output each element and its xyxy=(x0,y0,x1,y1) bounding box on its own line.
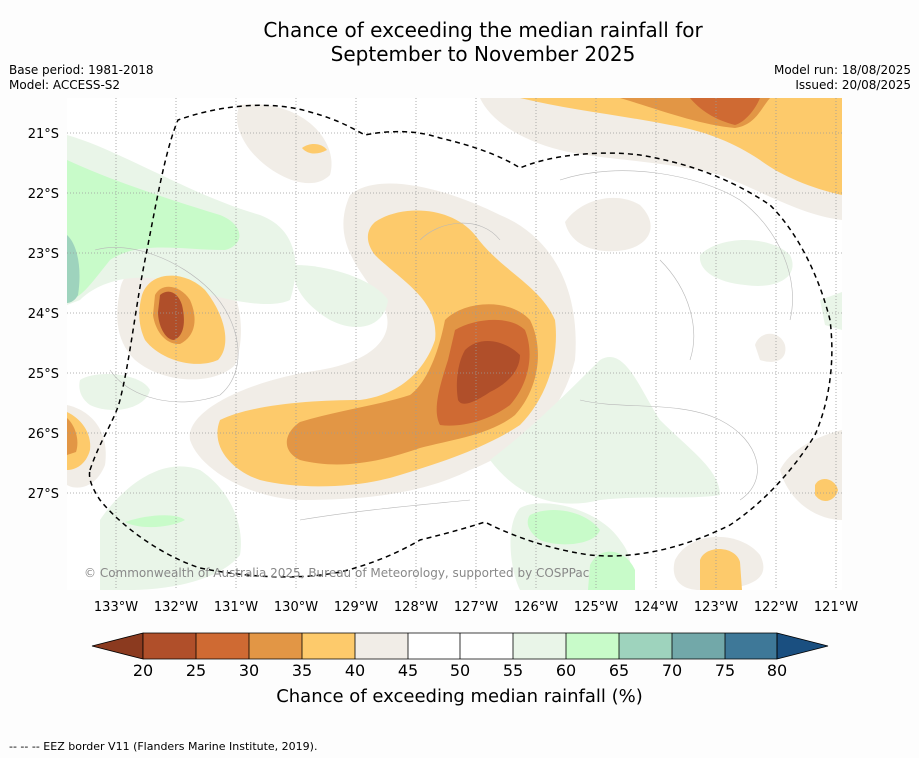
zone-45-50 xyxy=(237,104,332,184)
contour-lines xyxy=(94,170,793,521)
colorbar-tick: 25 xyxy=(185,661,207,680)
issued-date: Issued: 20/08/2025 xyxy=(795,78,911,92)
model-name: Model: ACCESS-S2 xyxy=(9,78,121,92)
lat-label: 27°S xyxy=(28,487,59,502)
lon-label: 122°W xyxy=(754,600,798,615)
meta-right: Model run: 18/08/2025 Issued: 20/08/2025 xyxy=(774,63,911,93)
model-run: Model run: 18/08/2025 xyxy=(773,63,911,77)
colorbar-swatch xyxy=(566,633,619,659)
zone-55-60 xyxy=(100,466,241,590)
colorbar-extend-low xyxy=(91,632,144,660)
zone-45-50 xyxy=(755,333,786,362)
lon-label: 123°W xyxy=(694,600,738,615)
lat-label: 21°S xyxy=(28,127,59,142)
lon-label: 124°W xyxy=(634,600,678,615)
lat-label: 22°S xyxy=(28,187,59,202)
colorbar-tick: 80 xyxy=(766,661,788,680)
colorbar-tick: 50 xyxy=(449,661,471,680)
meta-left: Base period: 1981-2018 Model: ACCESS-S2 xyxy=(9,63,154,93)
zone-60-65 xyxy=(588,551,635,590)
graticule xyxy=(67,98,842,590)
copyright-text: © Commonwealth of Australia 2025, Bureau… xyxy=(84,566,589,580)
colorbar-swatch xyxy=(672,633,725,659)
colorbar-swatch xyxy=(619,633,672,659)
zone-60-65 xyxy=(125,515,185,528)
lon-label: 128°W xyxy=(394,600,438,615)
zone-45-50 xyxy=(565,197,651,252)
zone-55-60 xyxy=(699,240,793,286)
colorbar-swatch xyxy=(460,633,513,659)
zone-30-35 xyxy=(67,418,78,455)
colorbar-swatch xyxy=(408,633,460,659)
base-period: Base period: 1981-2018 xyxy=(9,63,154,77)
zone-65-70 xyxy=(67,235,80,303)
zone-55-60 xyxy=(294,265,388,328)
lon-label: 129°W xyxy=(334,600,378,615)
colorbar-tick: 20 xyxy=(132,661,154,680)
colorbar-tick: 30 xyxy=(238,661,260,680)
colorbar-tick: 55 xyxy=(502,661,524,680)
zone-35-40 xyxy=(815,478,838,502)
colorbar-tick: 70 xyxy=(661,661,683,680)
colorbar-swatch xyxy=(143,633,196,659)
lat-labels: 21°S 22°S 23°S 24°S 25°S 26°S 27°S xyxy=(28,127,59,502)
lon-label: 126°W xyxy=(514,600,558,615)
lon-labels: 133°W 132°W 131°W 130°W 129°W 128°W 127°… xyxy=(94,600,858,615)
lat-label: 25°S xyxy=(28,367,59,382)
colorbar-swatch xyxy=(196,633,249,659)
lon-label: 132°W xyxy=(154,600,198,615)
colorbar-swatch xyxy=(725,633,777,659)
lon-label: 127°W xyxy=(454,600,498,615)
colorbar-title: Chance of exceeding median rainfall (%) xyxy=(276,686,643,707)
colorbar-extend-high xyxy=(776,632,829,660)
lat-label: 24°S xyxy=(28,307,59,322)
colorbar-tick: 35 xyxy=(291,661,313,680)
zone-35-40 xyxy=(302,144,327,154)
colorbar-tick: 40 xyxy=(344,661,366,680)
map-area: © Commonwealth of Australia 2025, Bureau… xyxy=(67,98,842,590)
title-line-2: September to November 2025 xyxy=(330,42,636,66)
lat-label: 23°S xyxy=(28,247,59,262)
zone-25-30 xyxy=(690,98,760,125)
lon-label: 131°W xyxy=(214,600,258,615)
lon-label: 125°W xyxy=(574,600,618,615)
eez-legend-note: -- -- -- EEZ border V11 (Flanders Marine… xyxy=(9,740,318,753)
zone-55-60 xyxy=(490,357,720,504)
lon-label: 121°W xyxy=(814,600,858,615)
colorbar-tick: 65 xyxy=(608,661,630,680)
colorbar-swatch xyxy=(513,633,566,659)
zone-55-60 xyxy=(79,374,150,410)
zone-35-40 xyxy=(520,98,842,195)
lat-label: 26°S xyxy=(28,427,59,442)
eez-border xyxy=(88,104,833,578)
zone-60-65 xyxy=(527,510,600,545)
colorbar-tick: 60 xyxy=(555,661,577,680)
colorbar-swatch xyxy=(355,633,408,659)
colorbar-tick: 45 xyxy=(397,661,419,680)
map-title: Chance of exceeding the median rainfall … xyxy=(0,18,919,66)
colorbar xyxy=(91,632,829,660)
lon-label: 133°W xyxy=(94,600,138,615)
colorbar-swatch xyxy=(302,633,355,659)
zone-20-25 xyxy=(158,291,184,340)
zone-60-65 xyxy=(67,160,240,300)
colorbar-swatch xyxy=(249,633,302,659)
zone-35-40 xyxy=(700,548,742,590)
lon-label: 130°W xyxy=(274,600,318,615)
colorbar-tick: 75 xyxy=(714,661,736,680)
title-line-1: Chance of exceeding the median rainfall … xyxy=(263,18,703,42)
zone-20-25 xyxy=(456,340,520,404)
